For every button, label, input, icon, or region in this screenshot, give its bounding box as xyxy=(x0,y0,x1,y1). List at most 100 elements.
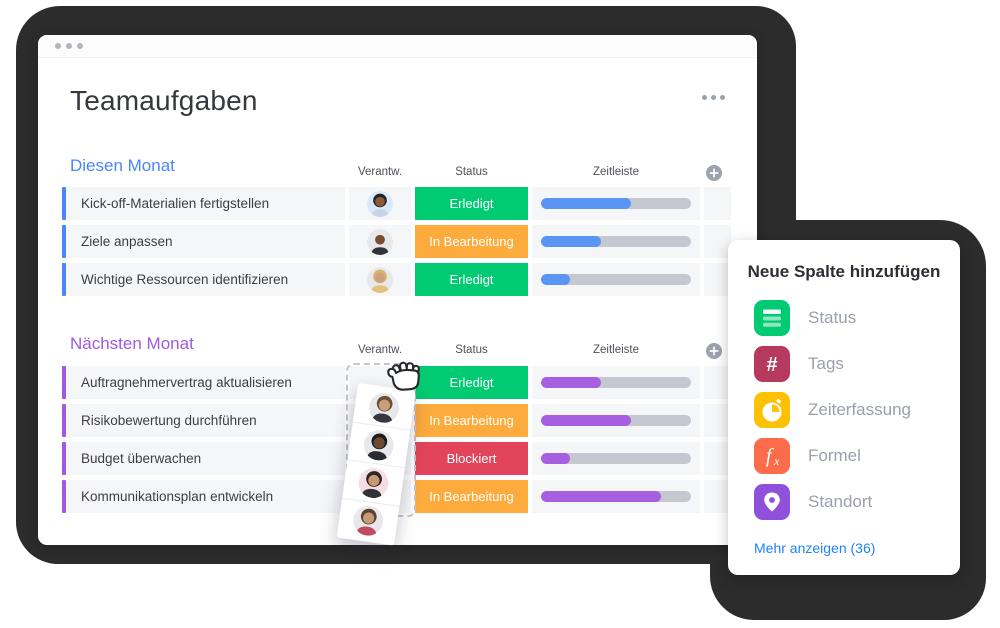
timeline-cell[interactable] xyxy=(532,480,700,513)
task-label: Risikobewertung durchführen xyxy=(81,413,257,428)
timeline-cell[interactable] xyxy=(532,187,700,220)
group-accent-bar xyxy=(62,404,66,437)
table-row[interactable]: Wichtige Ressourcen identifizieren Erled… xyxy=(62,263,731,296)
task-cell[interactable]: Wichtige Ressourcen identifizieren xyxy=(62,263,345,296)
popup-item-time-tracking[interactable]: Zeiterfassung xyxy=(754,392,944,428)
group-accent-bar xyxy=(62,480,66,513)
group-accent-bar xyxy=(62,442,66,475)
group-accent-bar xyxy=(62,366,66,399)
column-header-status: Status xyxy=(455,166,488,178)
add-column-icon[interactable] xyxy=(706,343,722,359)
table-row[interactable]: Ziele anpassen In Bearbeitung xyxy=(62,225,731,258)
stopwatch-icon xyxy=(754,392,790,428)
timeline-cell[interactable] xyxy=(532,366,700,399)
column-header-owner: Verantw. xyxy=(357,166,403,178)
column-header-timeline: Zeitleiste xyxy=(592,166,640,178)
avatar xyxy=(357,466,391,501)
column-header-owner: Verantw. xyxy=(357,344,403,356)
avatar xyxy=(367,228,393,255)
column-header-status: Status xyxy=(455,344,488,356)
drag-card-tile xyxy=(352,385,416,431)
table-row[interactable]: Budget überwachen Blockiert xyxy=(62,442,731,475)
task-cell[interactable]: Budget überwachen xyxy=(62,442,345,475)
avatar xyxy=(367,190,393,217)
popup-item-location[interactable]: Standort xyxy=(754,484,944,520)
timeline-cell[interactable] xyxy=(532,263,700,296)
timeline-track xyxy=(541,198,691,209)
formula-icon: f x xyxy=(754,438,790,474)
timeline-track xyxy=(541,236,691,247)
filler-cell xyxy=(704,480,731,513)
group-accent-bar xyxy=(62,187,66,220)
location-pin-icon xyxy=(754,484,790,520)
task-label: Budget überwachen xyxy=(81,451,202,466)
popup-item-label: Standort xyxy=(808,492,873,511)
task-cell[interactable]: Ziele anpassen xyxy=(62,225,345,258)
timeline-track xyxy=(541,415,691,426)
page-title: Teamaufgaben xyxy=(70,85,258,116)
task-cell[interactable]: Risikobewertung durchführen xyxy=(62,404,345,437)
timeline-track xyxy=(541,491,691,502)
status-badge[interactable]: Erledigt xyxy=(415,366,528,399)
status-badge[interactable]: Blockiert xyxy=(415,442,528,475)
status-badge[interactable]: Erledigt xyxy=(415,187,528,220)
status-badge[interactable]: In Bearbeitung xyxy=(415,225,528,258)
timeline-fill xyxy=(541,491,661,502)
popup-item-label: Zeiterfassung xyxy=(808,400,911,419)
timeline-cell[interactable] xyxy=(532,404,700,437)
column-header-timeline: Zeitleiste xyxy=(592,344,640,356)
svg-text:f: f xyxy=(766,445,774,467)
status-badge[interactable]: In Bearbeitung xyxy=(415,404,528,437)
add-column-popup: Neue Spalte hinzufügen Status # Tags xyxy=(728,240,960,575)
show-more-link[interactable]: Mehr anzeigen (36) xyxy=(754,540,876,556)
svg-text:#: # xyxy=(766,354,777,376)
owner-cell[interactable] xyxy=(349,225,411,258)
timeline-fill xyxy=(541,453,570,464)
traffic-light-icon[interactable] xyxy=(66,43,72,49)
board-menu-icon[interactable] xyxy=(702,95,725,100)
avatar xyxy=(351,504,385,538)
table-row[interactable]: Auftragnehmervertrag aktualisieren Erled… xyxy=(62,366,731,399)
timeline-fill xyxy=(541,236,601,247)
filler-cell xyxy=(704,404,731,437)
timeline-fill xyxy=(541,377,601,388)
avatar xyxy=(362,428,396,463)
traffic-light-icon[interactable] xyxy=(55,43,61,49)
task-cell[interactable]: Kick-off-Materialien fertigstellen xyxy=(62,187,345,220)
group-accent-bar xyxy=(62,263,66,296)
task-cell[interactable]: Auftragnehmervertrag aktualisieren xyxy=(62,366,345,399)
filler-cell xyxy=(704,187,731,220)
timeline-fill xyxy=(541,274,570,285)
popup-title: Neue Spalte hinzufügen xyxy=(747,262,941,281)
status-column-icon xyxy=(754,300,790,336)
task-cell[interactable]: Kommunikationsplan entwickeln xyxy=(62,480,345,513)
drag-card-tile xyxy=(347,422,411,469)
task-label: Kick-off-Materialien fertigstellen xyxy=(81,196,270,211)
timeline-fill xyxy=(541,415,631,426)
table-row[interactable]: Kick-off-Materialien fertigstellen Erled… xyxy=(62,187,731,220)
status-badge[interactable]: In Bearbeitung xyxy=(415,480,528,513)
add-column-icon[interactable] xyxy=(706,165,722,181)
group-accent-bar xyxy=(62,225,66,258)
timeline-track xyxy=(541,377,691,388)
timeline-cell[interactable] xyxy=(532,225,700,258)
board-window: Teamaufgaben Diesen Monat Verantw. Statu… xyxy=(38,35,757,546)
task-label: Auftragnehmervertrag aktualisieren xyxy=(81,375,292,390)
popup-item-formula[interactable]: f x Formel xyxy=(754,438,944,474)
filler-cell xyxy=(704,442,731,475)
dragged-avatar-card[interactable] xyxy=(336,382,416,546)
status-badge[interactable]: Erledigt xyxy=(415,263,528,296)
task-label: Kommunikationsplan entwickeln xyxy=(81,489,274,504)
popup-item-label: Tags xyxy=(808,354,844,373)
popup-item-status[interactable]: Status xyxy=(754,300,944,336)
timeline-cell[interactable] xyxy=(532,442,700,475)
popup-item-label: Formel xyxy=(808,446,861,465)
traffic-light-icon[interactable] xyxy=(77,43,83,49)
popup-item-label: Status xyxy=(808,308,857,327)
owner-cell[interactable] xyxy=(349,263,411,296)
avatar xyxy=(367,266,393,293)
popup-item-tags[interactable]: # Tags xyxy=(754,346,944,382)
section-title-this-month: Diesen Monat xyxy=(70,156,175,175)
timeline-fill xyxy=(541,198,631,209)
owner-cell[interactable] xyxy=(349,187,411,220)
